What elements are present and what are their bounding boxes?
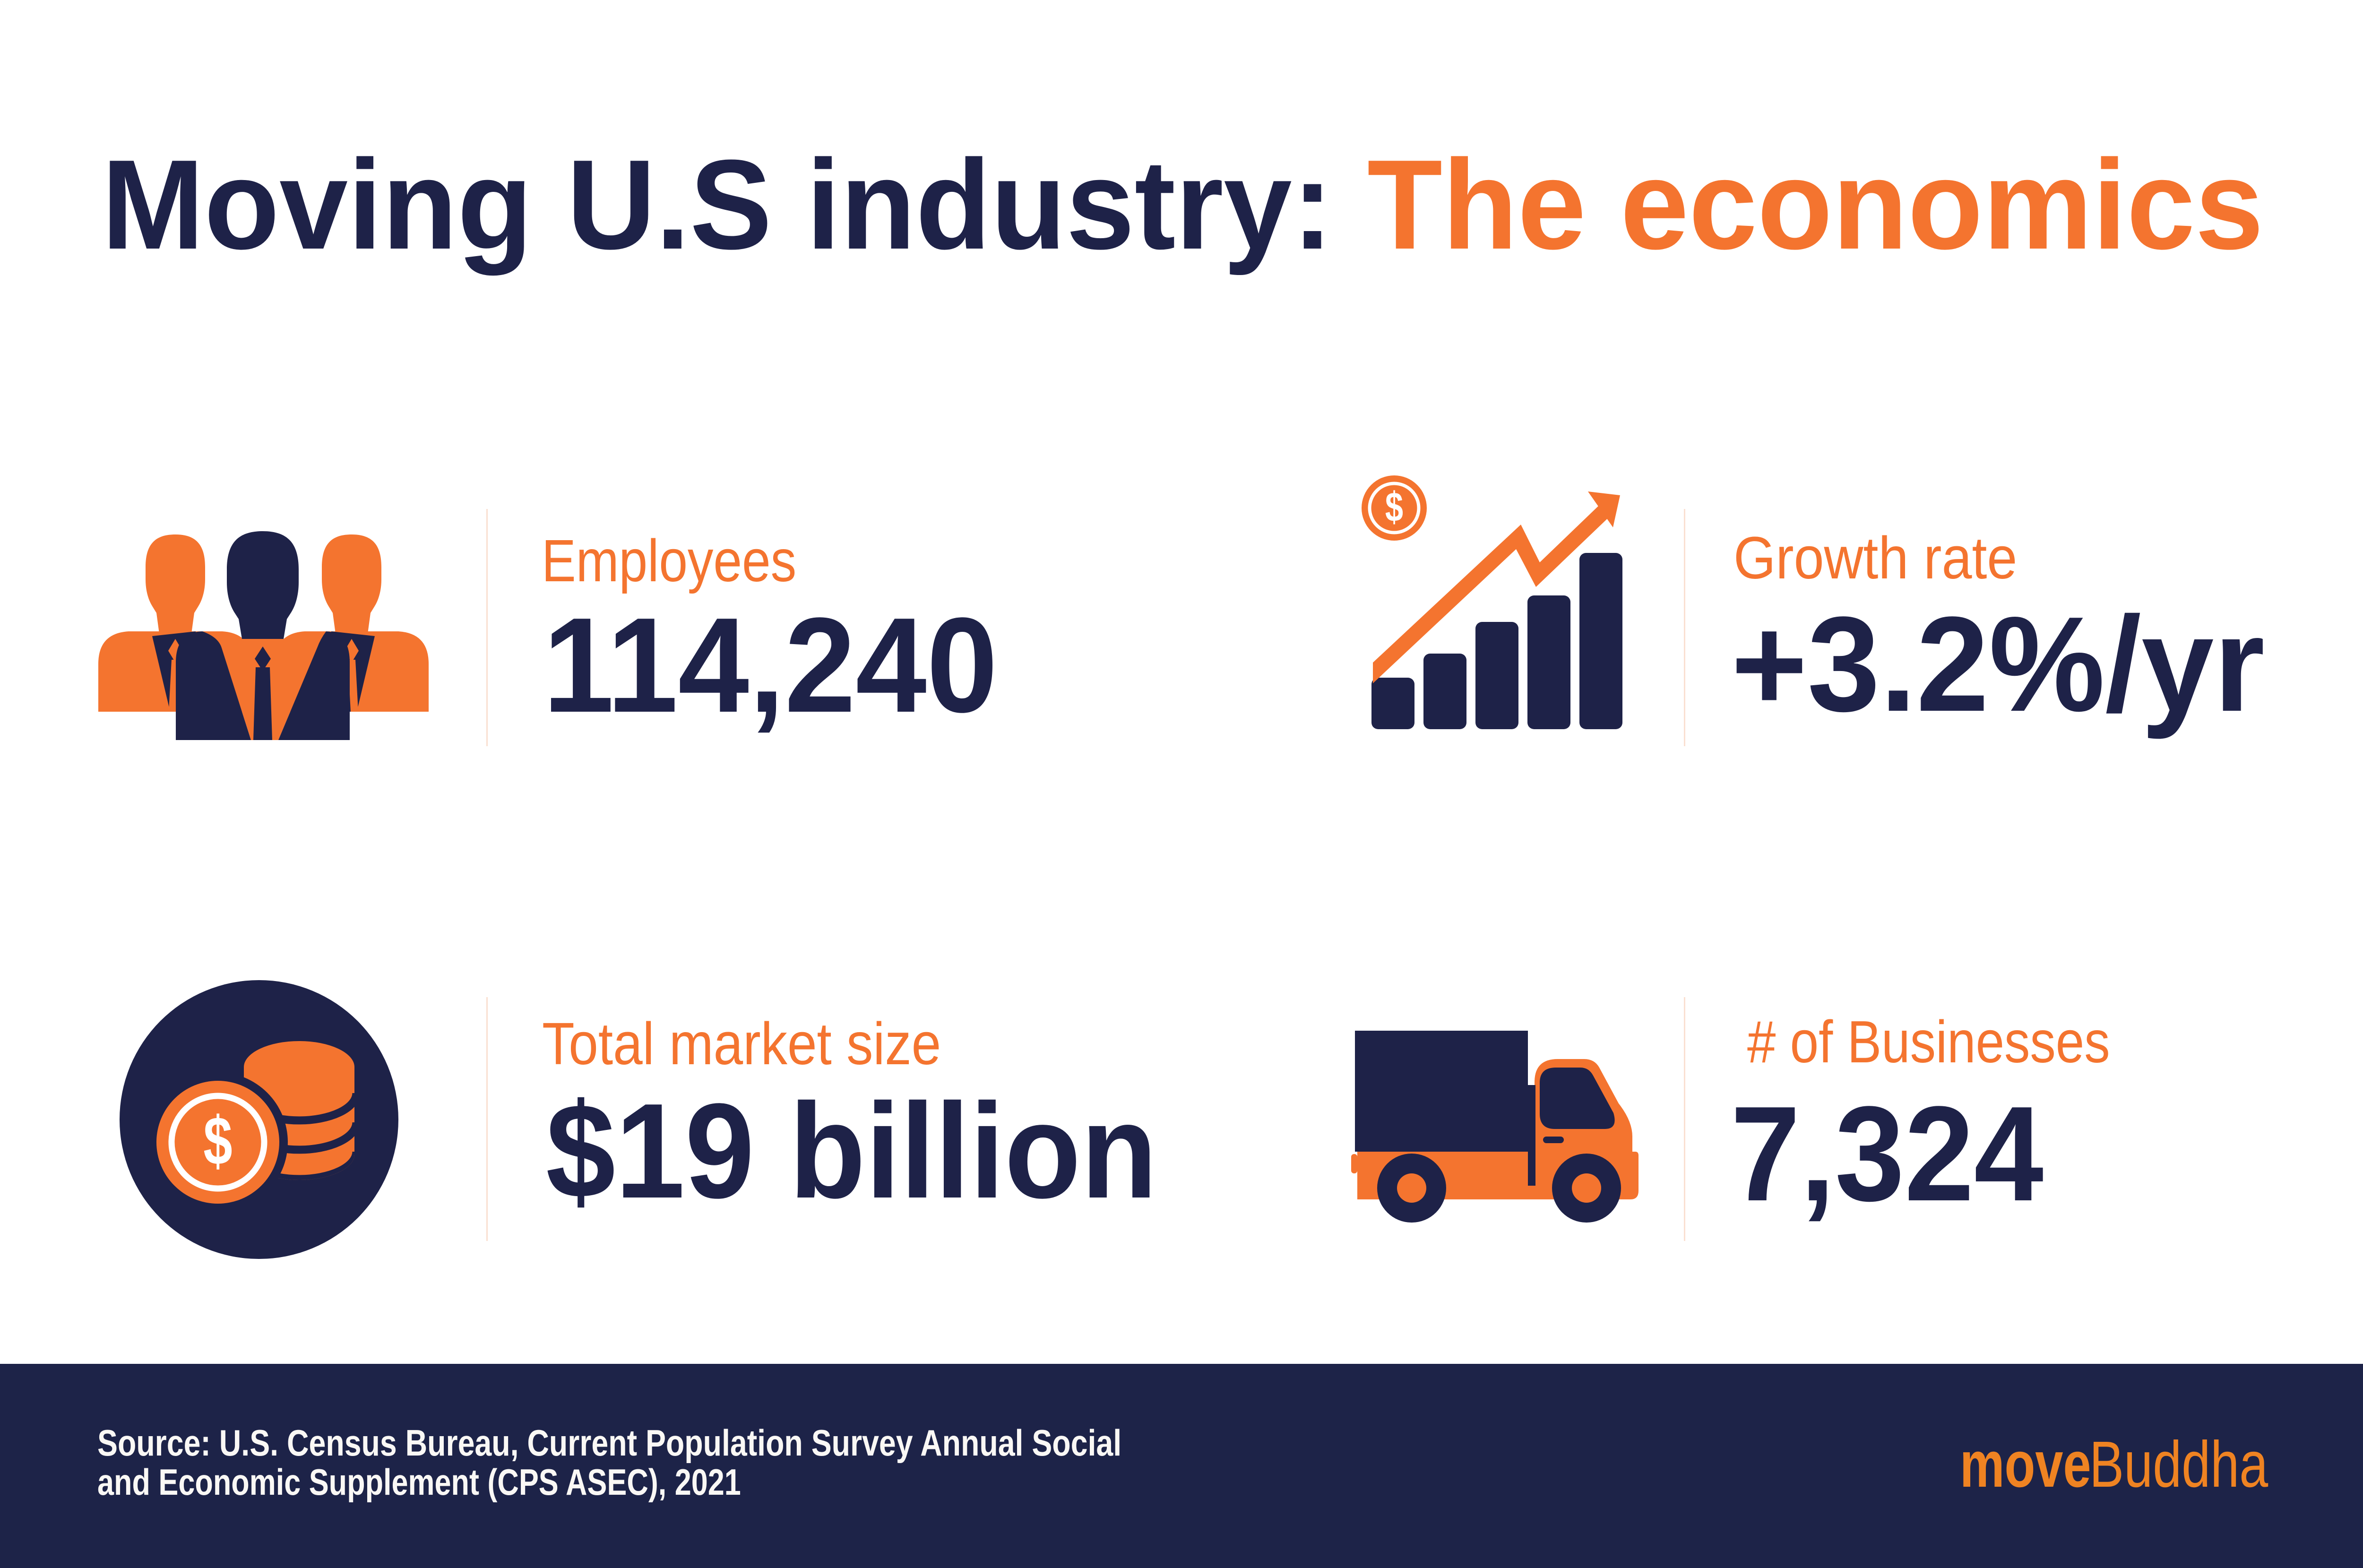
- svg-text:$: $: [203, 1103, 232, 1179]
- svg-text:$: $: [1385, 484, 1403, 530]
